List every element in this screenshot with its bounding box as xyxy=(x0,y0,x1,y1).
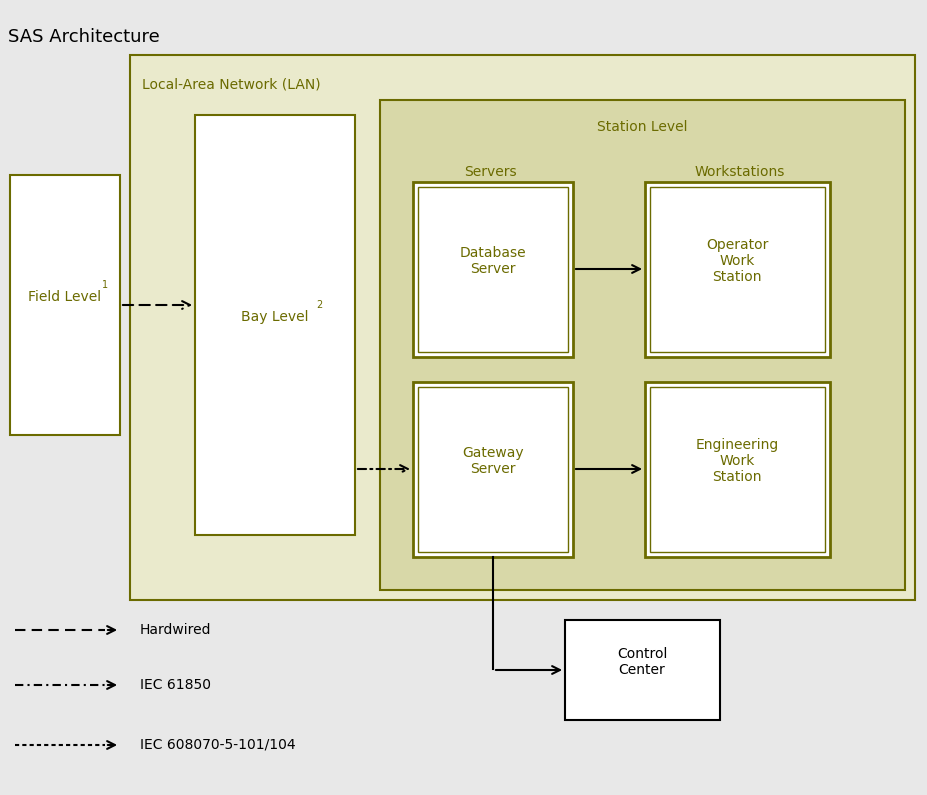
Text: Control
Center: Control Center xyxy=(616,647,667,677)
Text: SAS Architecture: SAS Architecture xyxy=(8,28,159,46)
Bar xyxy=(417,387,567,552)
Bar xyxy=(649,387,824,552)
Text: Gateway
Server: Gateway Server xyxy=(462,446,523,476)
Text: Bay Level: Bay Level xyxy=(241,310,309,324)
Text: Engineering
Work
Station: Engineering Work Station xyxy=(694,438,778,484)
Bar xyxy=(413,382,572,557)
Bar xyxy=(413,182,572,357)
Text: Station Level: Station Level xyxy=(596,120,687,134)
Text: Servers: Servers xyxy=(464,165,515,179)
Text: Operator
Work
Station: Operator Work Station xyxy=(705,238,768,284)
Text: Workstations: Workstations xyxy=(694,165,784,179)
Bar xyxy=(649,187,824,352)
Bar xyxy=(130,55,914,600)
Text: 2: 2 xyxy=(315,300,322,310)
Bar xyxy=(10,175,120,435)
Text: Field Level: Field Level xyxy=(29,290,101,304)
Text: Local-Area Network (LAN): Local-Area Network (LAN) xyxy=(142,77,321,91)
Bar xyxy=(565,620,719,720)
Text: 1: 1 xyxy=(102,280,108,290)
Text: IEC 608070-5-101/104: IEC 608070-5-101/104 xyxy=(140,738,296,752)
Text: Hardwired: Hardwired xyxy=(140,623,211,637)
Bar xyxy=(644,182,829,357)
Bar xyxy=(379,100,904,590)
Bar xyxy=(195,115,355,535)
Bar xyxy=(644,382,829,557)
Bar xyxy=(417,187,567,352)
Text: IEC 61850: IEC 61850 xyxy=(140,678,210,692)
Text: Database
Server: Database Server xyxy=(459,246,526,276)
